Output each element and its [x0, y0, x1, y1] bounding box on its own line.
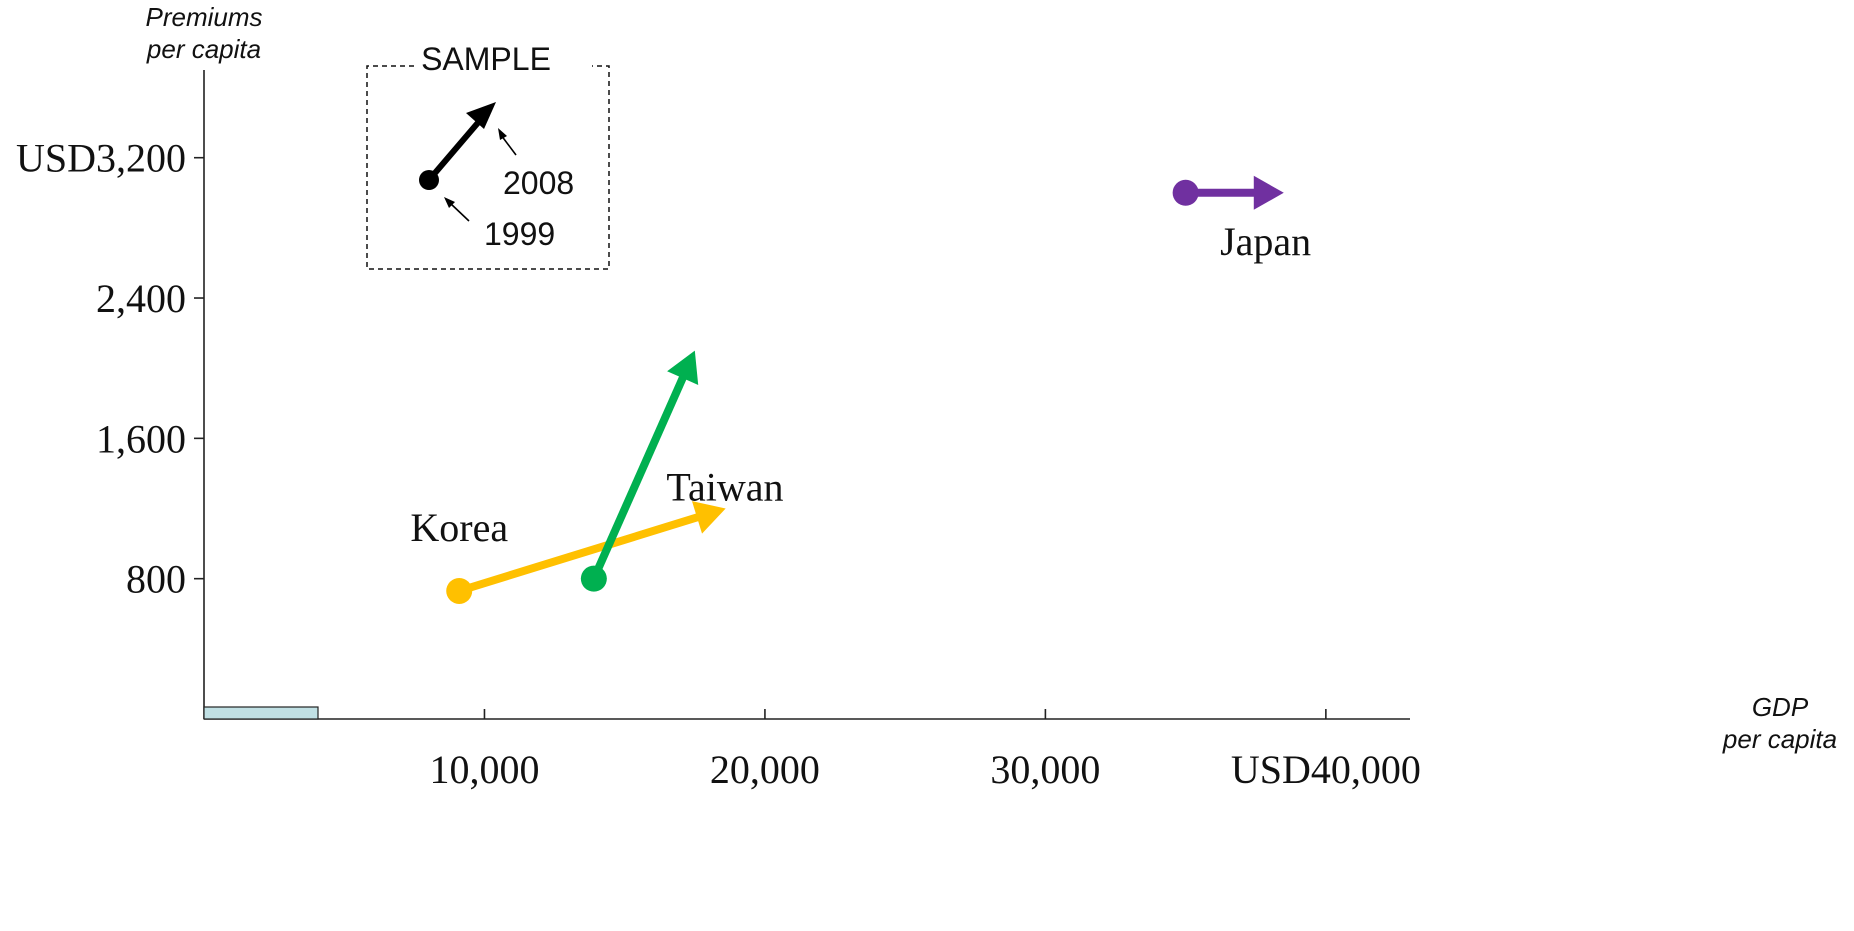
y-tick-label-3: USD3,200	[16, 136, 186, 181]
x-tick-label-1: 20,000	[710, 747, 820, 792]
sample-legend-border	[366, 65, 610, 270]
sample-legend: SAMPLE 2008 1999	[366, 41, 610, 270]
series-korea: Korea	[410, 501, 726, 604]
x-ticks: 10,000 20,000 30,000 USD40,000	[429, 709, 1421, 792]
sample-arrow-head	[466, 102, 496, 129]
y-axis-title-line2: per capita	[146, 34, 261, 64]
taiwan-label: Taiwan	[666, 465, 783, 510]
taiwan-arrow-shaft	[590, 374, 688, 581]
taiwan-start-marker	[580, 565, 607, 592]
x-tick-label-3: USD40,000	[1231, 747, 1421, 792]
korea-arrow-shaft	[458, 512, 701, 595]
japan-start-marker	[1172, 179, 1199, 206]
y-tick-label-2: 2,400	[96, 276, 186, 321]
japan-arrow-head	[1253, 175, 1284, 210]
sample-end-pointer-head	[498, 128, 507, 140]
korea-arrow-head	[691, 501, 726, 534]
sample-legend-title: SAMPLE	[421, 41, 551, 77]
sample-start-pointer-head	[444, 197, 455, 208]
x-tick-label-0: 10,000	[429, 747, 539, 792]
baseline-bar	[203, 706, 319, 720]
series-japan: Japan	[1172, 175, 1311, 264]
japan-label: Japan	[1220, 219, 1311, 264]
y-tick-label-0: 800	[126, 557, 186, 602]
taiwan-arrow-head	[667, 350, 699, 385]
x-tick-label-2: 30,000	[990, 747, 1100, 792]
sample-arrow-shaft	[426, 116, 485, 182]
x-axis-title-line2: per capita	[1722, 724, 1837, 754]
sample-start-marker	[419, 170, 439, 190]
y-axis-title-line1: Premiums	[145, 2, 262, 32]
korea-start-marker	[446, 577, 473, 604]
sample-end-label: 2008	[503, 165, 574, 201]
sample-start-pointer	[449, 202, 470, 222]
y-tick-label-1: 1,600	[96, 416, 186, 461]
y-ticks: 800 1,600 2,400 USD3,200	[16, 136, 204, 602]
sample-end-pointer	[500, 134, 517, 156]
series-layer: Korea Taiwan Japan	[410, 175, 1311, 604]
sample-start-label: 1999	[484, 216, 555, 252]
korea-label: Korea	[410, 505, 508, 550]
series-taiwan: Taiwan	[580, 350, 783, 592]
x-axis-title-line1: GDP	[1752, 692, 1809, 722]
